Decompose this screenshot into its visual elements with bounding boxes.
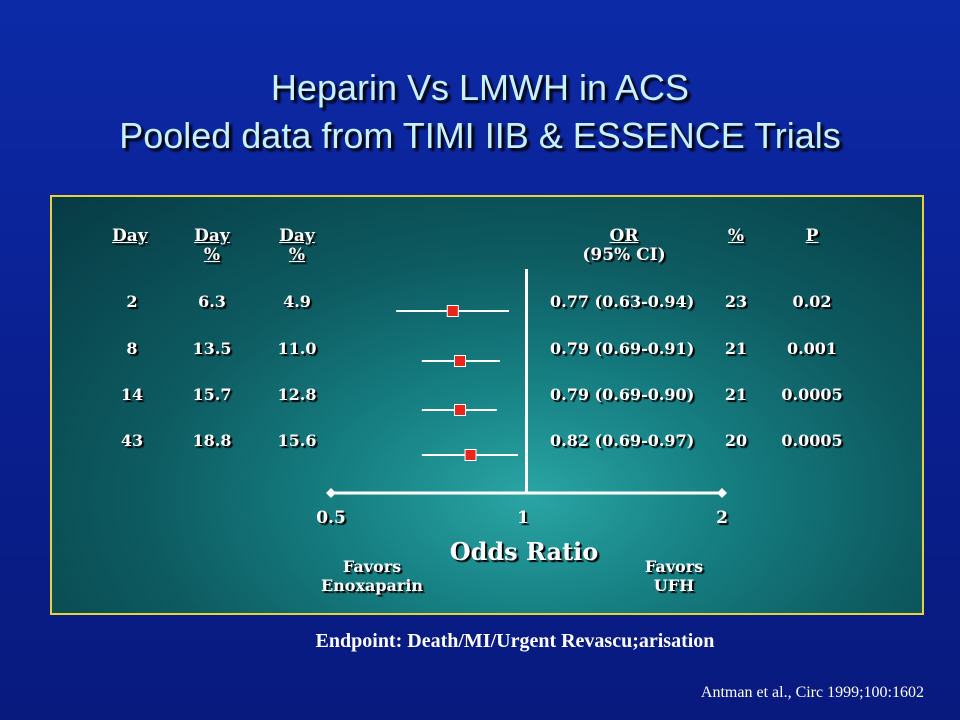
row-4-pct: 20 bbox=[724, 431, 748, 450]
row-2-p: 0.001 bbox=[786, 339, 838, 358]
row-3-pct: 21 bbox=[724, 385, 748, 404]
tick-label-0.5: 0.5 bbox=[316, 508, 346, 528]
row-4-col3: 15.6 bbox=[277, 431, 317, 450]
favors-right: Favors UFH bbox=[644, 557, 704, 595]
row-2-col2: 13.5 bbox=[192, 339, 232, 358]
row-3-p: 0.0005 bbox=[781, 385, 843, 404]
row-4-p: 0.0005 bbox=[781, 431, 843, 450]
odds-ratio-marker-day-43 bbox=[464, 449, 477, 461]
row-2-or: 0.79 (0.69-0.91) bbox=[550, 339, 695, 358]
row-1-day: 2 bbox=[126, 292, 138, 311]
odds-ratio-marker-day-14 bbox=[454, 404, 467, 416]
odds-ratio-marker-day-8 bbox=[454, 355, 467, 367]
row-1-col2: 6.3 bbox=[198, 292, 226, 311]
title-line-1: Heparin Vs LMWH in ACS bbox=[270, 67, 690, 108]
odds-ratio-marker-day-2 bbox=[446, 305, 459, 317]
axis-label: Odds Ratio bbox=[449, 537, 599, 566]
row-2-day: 8 bbox=[126, 339, 138, 358]
header-or: OR (95% CI) bbox=[582, 226, 666, 265]
row-3-col2: 15.7 bbox=[192, 385, 232, 404]
header-col3: Day% bbox=[279, 226, 315, 265]
header-day: Day bbox=[112, 226, 148, 246]
row-3-day: 14 bbox=[120, 385, 144, 404]
favors-left: Favors Enoxaparin bbox=[320, 557, 424, 595]
row-4-col2: 18.8 bbox=[192, 431, 232, 450]
row-4-day: 43 bbox=[120, 431, 144, 450]
tick-label-2: 2 bbox=[716, 508, 728, 528]
row-4-or: 0.82 (0.69-0.97) bbox=[550, 431, 695, 450]
row-1-pct: 23 bbox=[724, 292, 748, 311]
header-p: P bbox=[805, 226, 819, 246]
forest-plot-panel: Day Day% Day% OR (95% CI) % P 2 6.3 4.9 0… bbox=[50, 195, 924, 615]
endpoint-text: Endpoint: Death/MI/Urgent Revascu;arisat… bbox=[315, 630, 715, 652]
row-1-or: 0.77 (0.63-0.94) bbox=[550, 292, 695, 311]
row-2-pct: 21 bbox=[724, 339, 748, 358]
row-3-or: 0.79 (0.69-0.90) bbox=[550, 385, 695, 404]
forest-plot-svg bbox=[326, 269, 727, 498]
row-1-col3: 4.9 bbox=[283, 292, 311, 311]
source-citation: Antman et al., Circ 1999;100:1602 bbox=[700, 684, 924, 701]
header-pct: % bbox=[727, 226, 745, 246]
row-2-col3: 11.0 bbox=[277, 339, 317, 358]
tick-label-1: 1 bbox=[517, 508, 529, 528]
axis-end-marker-left bbox=[326, 488, 336, 498]
row-3-col3: 12.8 bbox=[277, 385, 317, 404]
axis-end-marker-right bbox=[717, 488, 727, 498]
row-1-p: 0.02 bbox=[792, 292, 832, 311]
title-line-2: Pooled data from TIMI IIB & ESSENCE Tria… bbox=[119, 115, 841, 156]
header-col2: Day% bbox=[194, 226, 230, 265]
